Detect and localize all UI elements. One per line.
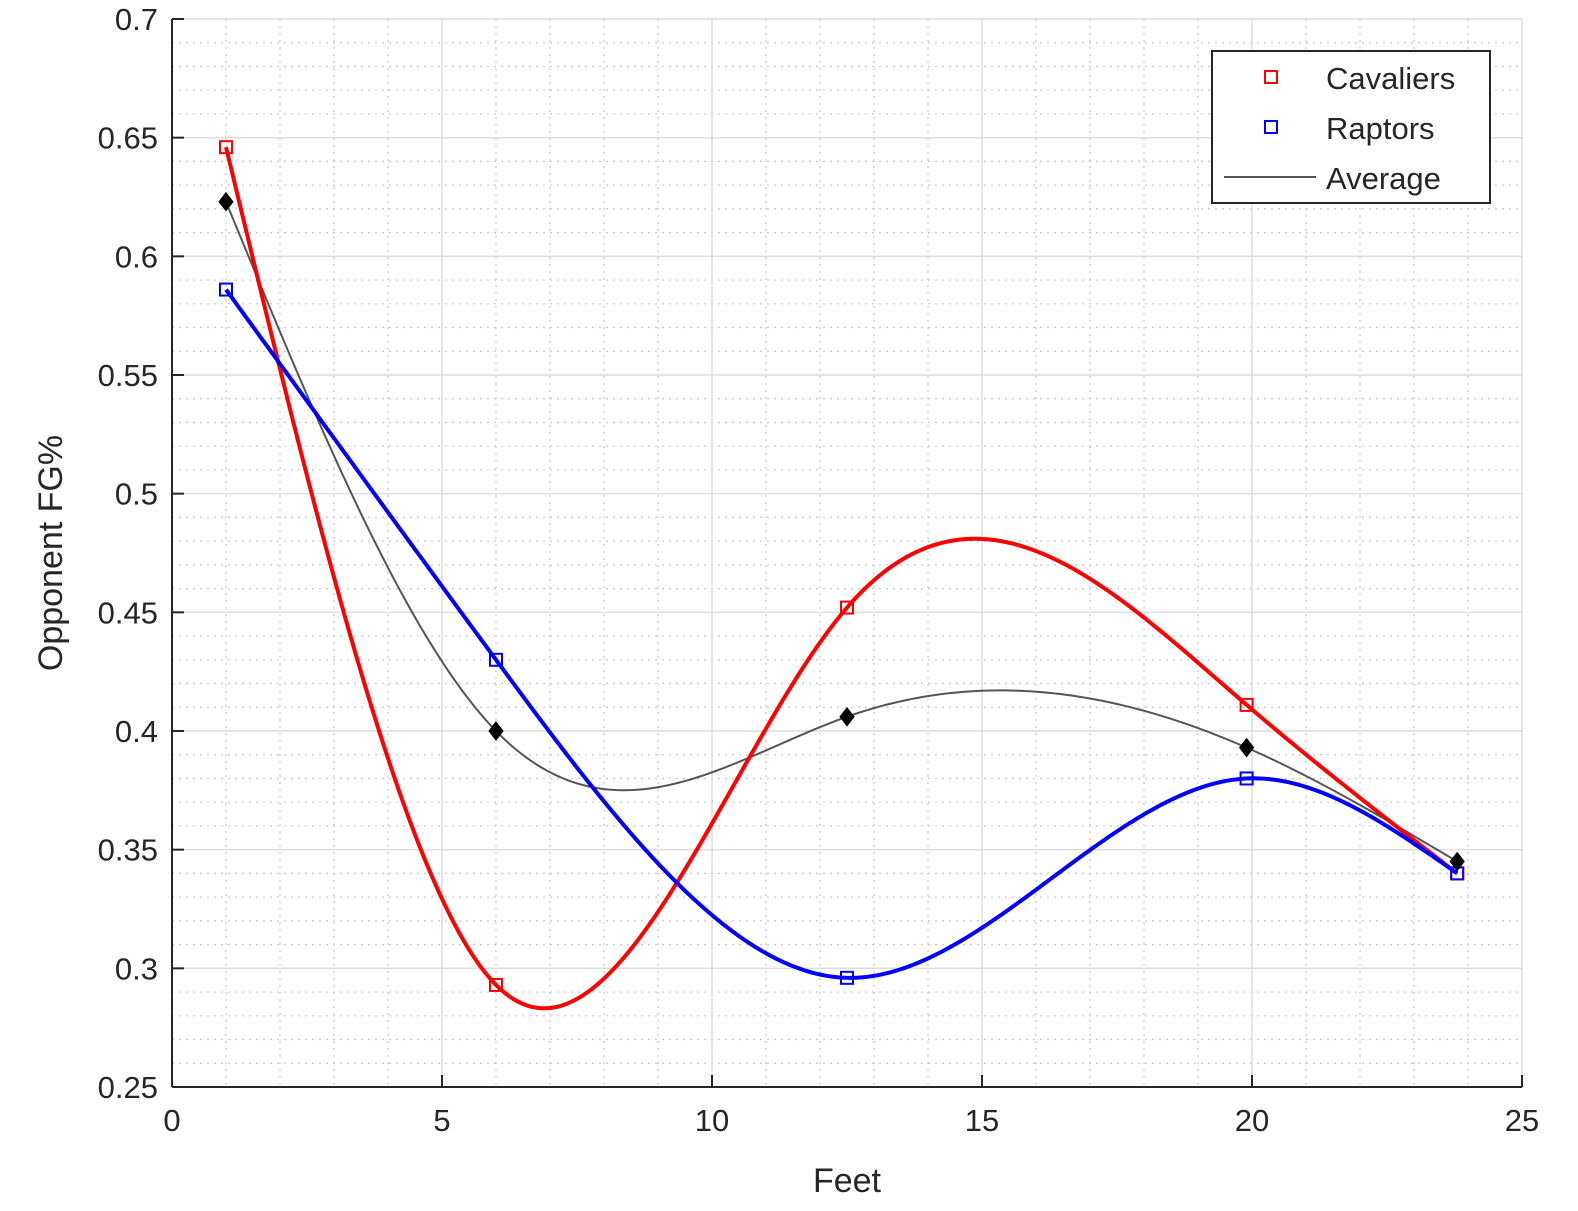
legend-marker-cavaliers — [1264, 70, 1278, 84]
legend-label-average: Average — [1326, 161, 1441, 196]
data-point-cavaliers — [840, 600, 854, 615]
x-tick-label: 5 — [433, 1103, 450, 1138]
y-tick-label: 0.4 — [115, 714, 158, 749]
y-tick-label: 0.5 — [115, 477, 158, 512]
x-axis-title: Feet — [813, 1162, 882, 1200]
data-point-average — [218, 191, 234, 212]
data-point-raptors — [219, 282, 233, 297]
data-point-average — [1449, 851, 1465, 872]
data-point-cavaliers — [1239, 697, 1254, 712]
x-tick-label: 20 — [1235, 1103, 1269, 1138]
y-tick-label: 0.7 — [115, 2, 158, 37]
legend: Cavaliers Raptors Average — [1211, 50, 1491, 204]
series-line-raptors — [224, 288, 1459, 980]
legend-label-raptors: Raptors — [1326, 111, 1435, 146]
series-lines — [224, 146, 1459, 1011]
series-markers — [218, 140, 1465, 992]
data-point-average — [1238, 737, 1255, 758]
data-point-cavaliers — [489, 977, 503, 992]
x-tick-label: 25 — [1505, 1103, 1539, 1138]
y-tick-label: 0.3 — [115, 951, 158, 986]
x-tick-label: 15 — [965, 1103, 999, 1138]
y-tick-label: 0.6 — [115, 239, 158, 274]
y-tick-label: 0.45 — [98, 595, 158, 630]
y-tick-label: 0.35 — [98, 833, 158, 868]
data-point-raptors — [1239, 771, 1254, 786]
y-axis-title: Opponent FG% — [32, 435, 70, 671]
axes — [171, 18, 1523, 1088]
data-point-cavaliers — [219, 140, 233, 155]
data-point-raptors — [840, 970, 854, 985]
data-point-average — [839, 706, 855, 727]
x-tick-label: 10 — [695, 1103, 729, 1138]
data-point-raptors — [489, 652, 503, 667]
series-line-cavaliers — [224, 146, 1459, 1011]
tick-labels: 0 5 10 15 20 25 0.25 0.3 0.35 0.4 0.45 0.5 0.55 0.6 0.… — [98, 2, 1540, 1138]
data-point-average — [488, 721, 504, 741]
legend-label-cavaliers: Cavaliers — [1326, 61, 1455, 96]
y-tick-label: 0.65 — [98, 121, 158, 156]
y-tick-label: 0.25 — [98, 1070, 158, 1105]
y-tick-label: 0.55 — [98, 358, 158, 393]
x-tick-label: 0 — [163, 1103, 180, 1138]
legend-marker-raptors — [1264, 120, 1278, 134]
series-line-average — [225, 201, 1458, 863]
